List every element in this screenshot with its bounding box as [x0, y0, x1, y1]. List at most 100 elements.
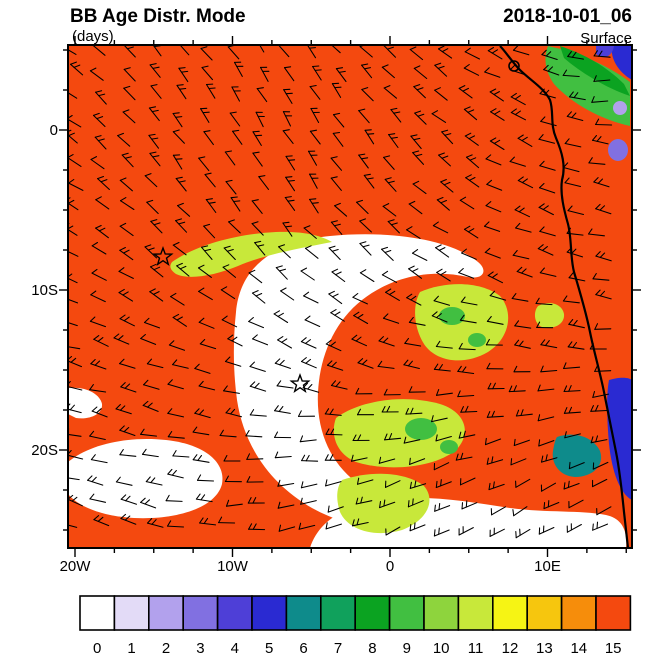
wind-barb-tick: [298, 522, 302, 530]
wind-barb: [486, 183, 503, 191]
wind-barb: [592, 278, 610, 281]
wind-barb-tick: [150, 84, 158, 87]
wind-barb: [245, 435, 263, 438]
wind-barb-tick: [97, 138, 105, 142]
wind-barb: [225, 503, 243, 507]
wind-barb-tick: [361, 359, 368, 365]
wind-barb-tick: [68, 132, 75, 137]
wind-barb-tick: [304, 245, 312, 249]
wind-barb: [310, 107, 320, 124]
wind-barb: [68, 250, 79, 257]
wind-barb: [192, 459, 210, 463]
wind-barb: [68, 202, 79, 211]
wind-barb-tick: [563, 385, 568, 393]
wind-barb-tick: [541, 246, 548, 251]
wind-barb: [359, 242, 372, 256]
wind-barb-tick: [180, 70, 189, 73]
wind-barb-tick: [219, 429, 224, 437]
wind-barb-tick: [592, 523, 594, 531]
wind-barb-tick: [167, 408, 173, 414]
x-axis-labels: 20W 10W 0 10E: [60, 558, 561, 575]
wind-barb-tick: [464, 132, 472, 137]
wind-barb-tick: [461, 248, 467, 254]
wind-barb-tick: [330, 380, 337, 387]
wind-barb-tick: [540, 455, 544, 463]
wind-barb-tick: [487, 271, 494, 277]
wind-barb: [535, 302, 553, 306]
wind-barb-tick: [145, 476, 151, 483]
wind-barb: [587, 233, 605, 237]
wind-barb-tick: [148, 106, 157, 109]
wind-barb: [87, 479, 104, 486]
wind-barb: [68, 498, 83, 507]
wind-barb: [325, 481, 342, 487]
wind-barb-tick: [252, 523, 257, 530]
wind-barb: [325, 433, 343, 436]
wind-barb: [409, 48, 424, 61]
wind-barb-tick: [249, 381, 256, 387]
wind-barb-tick: [98, 93, 106, 97]
wind-barb-tick: [324, 454, 329, 461]
wind-barb-tick: [484, 247, 491, 253]
wind-barb: [379, 501, 396, 509]
wind-barb-tick: [122, 291, 129, 296]
wind-barb: [140, 337, 157, 345]
wind-barb-tick: [335, 381, 341, 388]
wind-barb-tick: [593, 177, 599, 183]
wind-barb-tick: [117, 132, 125, 137]
wind-barb: [312, 65, 322, 81]
wind-barb-tick: [143, 379, 149, 386]
wind-barb-tick: [594, 323, 599, 330]
wind-barb-tick: [172, 129, 180, 133]
wind-barb-tick: [225, 179, 233, 183]
wind-barb-tick: [325, 479, 328, 487]
wind-barb-tick: [120, 494, 127, 500]
wind-barb-tick: [390, 136, 398, 139]
wind-barb-tick: [90, 156, 98, 161]
wind-barb: [588, 162, 606, 165]
wind-barb: [175, 220, 188, 233]
wind-barb: [149, 64, 161, 78]
wind-barb-tick: [149, 263, 157, 268]
colorbar-label: 1: [127, 640, 135, 657]
wind-barb-tick: [431, 110, 439, 115]
wind-barb-tick: [408, 386, 413, 393]
wind-barb-tick: [358, 108, 366, 112]
wind-barb-tick: [287, 159, 296, 161]
wind-barb: [435, 481, 452, 489]
wind-barb-tick: [358, 153, 366, 156]
wind-barb-tick: [571, 112, 577, 119]
wind-barb-tick: [228, 219, 235, 223]
wind-barb: [146, 363, 164, 369]
wind-barb: [435, 392, 453, 396]
wind-barb: [283, 67, 295, 82]
wind-barb: [198, 157, 210, 172]
wind-barb: [143, 384, 160, 390]
age10-11-patch-mid-south: [333, 399, 465, 468]
wind-barb-tick: [381, 270, 389, 276]
wind-barb: [149, 291, 164, 302]
colorbar-cell: [285, 595, 322, 631]
wind-barb-tick: [123, 85, 131, 89]
wind-barb: [591, 139, 609, 145]
wind-barb: [567, 210, 585, 216]
wind-barb-tick: [564, 138, 570, 145]
wind-barb: [123, 45, 136, 58]
wind-barb-tick: [515, 409, 520, 417]
wind-barb-tick: [513, 438, 516, 447]
wind-barb: [194, 412, 211, 419]
wind-barb: [486, 320, 504, 325]
colorbar-cell: [319, 595, 356, 631]
wind-barb-tick: [314, 69, 322, 71]
wind-barb-tick: [562, 162, 569, 169]
wind-barb-tick: [460, 296, 466, 303]
wind-barb: [515, 413, 533, 417]
wind-barb-tick: [119, 425, 125, 431]
wind-barb: [408, 321, 426, 326]
wind-barb-tick: [433, 295, 439, 302]
wind-barb: [541, 54, 558, 61]
wind-barb-tick: [568, 91, 574, 98]
wind-barb: [249, 414, 267, 417]
wind-barb-tick: [383, 85, 391, 89]
colorbar-cell: [423, 595, 460, 631]
